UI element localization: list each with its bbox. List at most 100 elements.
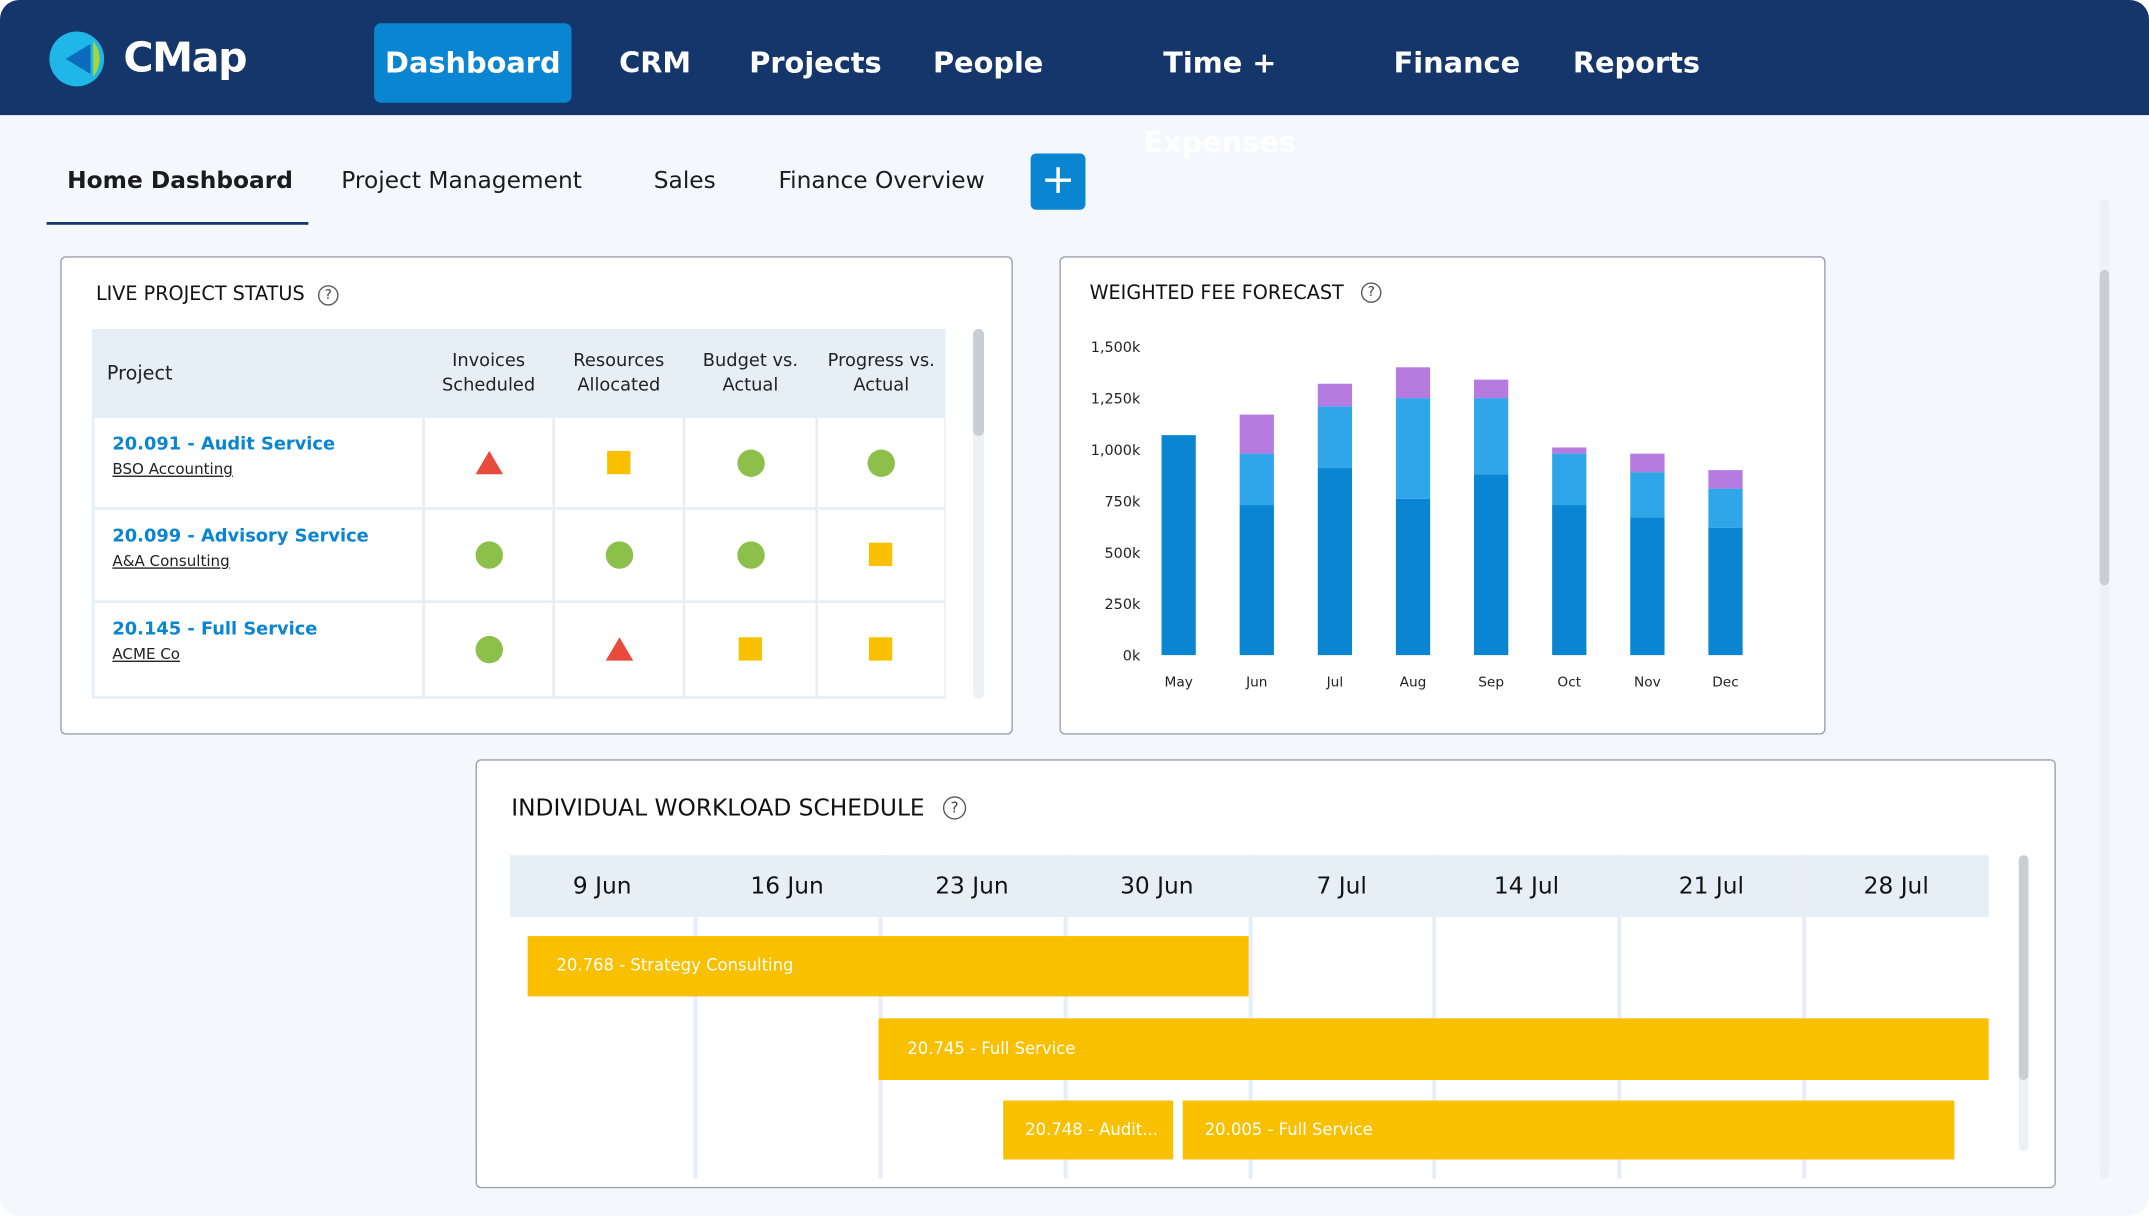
nav-item[interactable]: Dashboard [374, 23, 572, 103]
week-label: 28 Jul [1863, 873, 1929, 901]
y-tick-label: 500k [1105, 546, 1141, 562]
week-label: 30 Jun [1120, 873, 1194, 901]
column-header: Budget vs. Actual [702, 350, 798, 396]
bar-label: 20.748 - Audit... [1025, 1119, 1158, 1139]
project-link[interactable]: 20.145 - Full Service [112, 619, 318, 641]
y-tick-label: 250k [1105, 597, 1141, 613]
x-tick-label: Oct [1557, 675, 1581, 691]
panel-title: INDIVIDUAL WORKLOAD SCHEDULE [511, 794, 925, 823]
table-cell [424, 509, 553, 601]
nav-item[interactable]: Time + Expenses [1143, 46, 1297, 159]
help-icon[interactable]: ? [1360, 282, 1382, 303]
bar-segment [1474, 398, 1509, 475]
top-bar [0, 0, 2149, 116]
week-label: 9 Jun [572, 873, 632, 901]
status-icon [867, 448, 895, 477]
y-tick-label: 750k [1105, 494, 1141, 510]
bar-segment [1630, 517, 1665, 656]
bar-segment [1474, 379, 1509, 399]
x-tick-label: Nov [1634, 675, 1661, 691]
project-link[interactable]: 20.099 - Advisory Service [112, 526, 369, 547]
bar-segment [1395, 498, 1431, 656]
status-icon [868, 542, 893, 567]
tab[interactable]: Finance Overview [778, 167, 985, 195]
schedule-bar[interactable]: 20.768 - Strategy Consulting [527, 936, 1249, 997]
help-icon[interactable]: ? [942, 796, 967, 820]
y-tick-label: 0k [1123, 649, 1141, 665]
column-header: Resources Allocated [573, 350, 665, 396]
scroll-thumb[interactable] [2099, 269, 2110, 586]
week-label: 21 Jul [1678, 873, 1744, 901]
table-cell: 20.091 - Audit Service BSO Accounting [94, 418, 423, 508]
status-icon [868, 637, 893, 661]
table-cell: 20.099 - Advisory Service A&A Consulting [94, 509, 423, 601]
status-icon [606, 450, 630, 474]
table-cell [685, 603, 816, 697]
y-tick-label: 1,500k [1091, 340, 1141, 356]
bar-segment [1630, 472, 1665, 518]
tab[interactable]: Home Dashboard [67, 167, 293, 195]
bar-segment [1708, 488, 1743, 528]
client-link[interactable]: A&A Consulting [112, 552, 230, 571]
bar-segment [1395, 367, 1431, 399]
status-icon [474, 635, 503, 664]
table-cell [555, 509, 683, 601]
week-divider [1432, 855, 1437, 1179]
x-tick-label: Sep [1478, 675, 1504, 691]
bar-segment [1474, 474, 1509, 656]
schedule-bar[interactable]: 20.748 - Audit... [1003, 1100, 1174, 1160]
table-cell [685, 509, 816, 601]
table-cell [424, 603, 553, 697]
nav-item[interactable]: CRM [619, 46, 692, 80]
week-divider [1063, 855, 1068, 1179]
week-divider [1247, 855, 1252, 1179]
y-tick-label: 1,000k [1091, 443, 1141, 459]
y-tick-label: 1,250k [1091, 392, 1141, 408]
bar-segment [1708, 470, 1743, 489]
table-cell [685, 418, 816, 508]
client-link[interactable]: ACME Co [112, 645, 181, 664]
nav-item[interactable]: Finance [1393, 46, 1521, 80]
bar-segment [1317, 468, 1353, 656]
help-icon[interactable]: ? [317, 285, 339, 306]
tab[interactable]: Sales [653, 167, 716, 195]
status-icon [736, 541, 765, 569]
client-link[interactable]: BSO Accounting [112, 460, 233, 479]
table-cell [555, 603, 683, 697]
logo-icon [49, 31, 105, 87]
bar-segment [1161, 435, 1196, 656]
status-icon [736, 448, 765, 477]
bar-label: 20.745 - Full Service [907, 1038, 1076, 1058]
page-scrollbar [2099, 198, 2110, 1179]
scroll-thumb[interactable] [2018, 855, 2029, 1080]
bar-label: 20.005 - Full Service [1204, 1119, 1373, 1139]
x-tick-label: May [1165, 675, 1193, 691]
chart: 0k 250k 500k 750k 1,000k 1,250k 1,500k May Jun Ju… [1091, 340, 1743, 691]
schedule-bar[interactable]: 20.745 - Full Service [878, 1018, 1989, 1080]
schedule-bar[interactable]: 20.005 - Full Service [1182, 1100, 1955, 1160]
x-tick-label: Jun [1245, 675, 1267, 691]
bar-segment [1239, 505, 1274, 656]
week-divider [693, 855, 698, 1179]
nav-item[interactable]: People [932, 46, 1044, 80]
bar-segment [1552, 453, 1587, 506]
week-label: 14 Jul [1493, 873, 1560, 901]
nav-item[interactable]: Reports [1572, 46, 1701, 80]
status-table: Project Invoices Scheduled Resources Alloc… [91, 328, 946, 699]
status-icon [605, 541, 633, 569]
scroll-thumb[interactable] [973, 328, 985, 436]
bar-segment [1239, 414, 1274, 454]
table-cell [424, 418, 553, 508]
nav-item[interactable]: Projects [749, 46, 882, 80]
add-tab-button[interactable]: + [1030, 153, 1086, 210]
bar-segment [1317, 383, 1353, 407]
week-divider [1617, 855, 1622, 1179]
project-link[interactable]: 20.091 - Audit Service [112, 434, 336, 456]
bar-segment [1708, 527, 1743, 656]
week-label: 7 Jul [1316, 873, 1367, 901]
column-header: Invoices Scheduled [441, 350, 536, 396]
tab[interactable]: Project Management [341, 167, 582, 195]
panel-title: LIVE PROJECT STATUS [95, 283, 305, 306]
